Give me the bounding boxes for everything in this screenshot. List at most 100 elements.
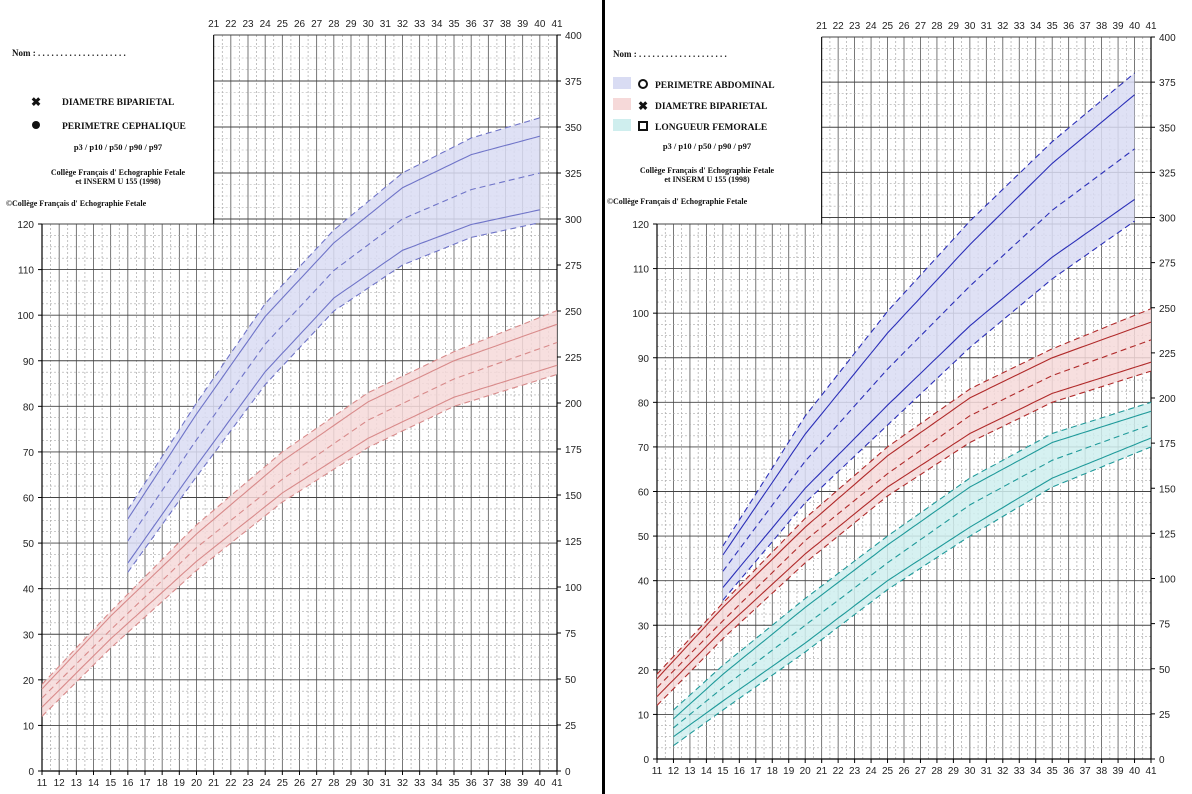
y-left-tick-label: 40 [638, 577, 650, 588]
x-top-tick-label: 32 [397, 19, 409, 30]
x-top-tick-label: 35 [1047, 21, 1059, 32]
legend-label: DIAMETRE BIPARIETAL [655, 102, 767, 112]
percentile-line-p50 [722, 148, 1135, 572]
x-tick-label: 27 [311, 778, 323, 789]
series-perimetre-cephalique [127, 117, 540, 573]
copyright-label: ©Collège Français d' Echographie Fetale [607, 197, 748, 206]
percentile-line-p50 [673, 424, 1152, 729]
source-line-1: Collège Français d' Echographie Fetale [640, 166, 775, 175]
x-tick-label: 13 [71, 778, 83, 789]
x-tick-label: 13 [684, 766, 696, 777]
y-left-tick-label: 10 [23, 721, 35, 732]
x-tick-label: 19 [174, 778, 186, 789]
x-tick-label: 15 [105, 778, 117, 789]
percentile-line-p50 [127, 172, 540, 542]
x-top-tick-label: 30 [964, 21, 976, 32]
x-tick-label: 25 [882, 766, 894, 777]
x-tick-label: 30 [964, 766, 976, 777]
x-tick-label: 38 [500, 778, 512, 789]
name-field-label: Nom : . . . . . . . . . . . . . . . . . … [613, 49, 727, 59]
legend-swatch [613, 77, 631, 89]
open-circle-marker-icon [638, 79, 648, 89]
x-tick-label: 29 [948, 766, 960, 777]
x-tick-label: 39 [517, 778, 529, 789]
x-tick-label: 14 [701, 766, 713, 777]
x-top-tick-label: 26 [898, 21, 910, 32]
x-tick-label: 40 [534, 778, 546, 789]
x-top-tick-label: 25 [882, 21, 894, 32]
percentile-band [657, 308, 1151, 706]
x-top-tick-label: 23 [849, 21, 861, 32]
y-right-tick-label: 50 [565, 675, 577, 686]
x-tick-label: 31 [380, 778, 392, 789]
x-tick-label: 18 [157, 778, 169, 789]
x-top-tick-label: 33 [414, 19, 426, 30]
percentile-note: p3 / p10 / p50 / p90 / p97 [74, 142, 163, 152]
percentile-band [42, 310, 557, 717]
x-tick-label: 17 [750, 766, 762, 777]
legend-label: DIAMETRE BIPARIETAL [62, 98, 174, 108]
y-right-tick-label: 100 [1159, 575, 1176, 586]
y-left-tick-label: 30 [23, 630, 35, 641]
y-right-tick-label: 150 [1159, 484, 1176, 495]
y-right-tick-label: 250 [1159, 304, 1176, 315]
percentile-band [127, 117, 540, 573]
legend-swatch [613, 98, 631, 110]
percentile-line-p10 [656, 361, 1152, 697]
y-left-tick-label: 50 [23, 539, 35, 550]
percentile-line-p90 [656, 321, 1152, 680]
x-top-tick-label: 36 [1063, 21, 1075, 32]
x-top-tick-label: 34 [431, 19, 443, 30]
x-top-tick-label: 27 [311, 19, 323, 30]
x-top-tick-label: 27 [915, 21, 927, 32]
y-left-tick-label: 40 [23, 585, 35, 596]
y-right-tick-label: 225 [1159, 349, 1176, 360]
x-tick-label: 28 [328, 778, 340, 789]
x-top-tick-label: 41 [551, 19, 563, 30]
x-tick-label: 37 [483, 778, 495, 789]
x-top-tick-label: 30 [363, 19, 375, 30]
legend-background [617, 17, 821, 222]
panel-divider [602, 0, 605, 794]
x-tick-label: 11 [37, 778, 48, 789]
y-left-tick-label: 60 [638, 488, 650, 499]
percentile-line-p3 [673, 446, 1152, 747]
y-left-tick-label: 10 [638, 710, 650, 721]
x-tick-label: 21 [208, 778, 220, 789]
y-left-tick-label: 60 [23, 494, 35, 505]
x-tick-label: 18 [767, 766, 779, 777]
x-tick-label: 23 [849, 766, 861, 777]
x-top-tick-label: 28 [931, 21, 943, 32]
chart-right: 11 12 13 14 15 16 17 18 19 20 21 22 23 24 25 26 27 28 29 30… [607, 17, 1176, 777]
x-tick-label: 16 [734, 766, 746, 777]
open-square-marker-icon [638, 121, 648, 131]
y-right-tick-label: 375 [565, 77, 582, 88]
asterisk-marker-icon: ✖ [31, 95, 41, 109]
x-top-tick-label: 29 [345, 19, 357, 30]
x-tick-label: 17 [139, 778, 151, 789]
source-line-1: Collège Français d' Echographie Fetale [51, 168, 186, 177]
percentile-line-p97 [722, 72, 1135, 547]
percentile-line-p3 [127, 222, 540, 573]
y-left-tick-label: 30 [638, 621, 650, 632]
copyright-label: ©Collège Français d' Echographie Fetale [6, 199, 147, 208]
x-tick-label: 34 [1030, 766, 1042, 777]
x-tick-label: 20 [800, 766, 812, 777]
series-perimetre-abdominal [722, 72, 1135, 601]
x-tick-label: 33 [414, 778, 426, 789]
source-line-2: et INSERM U 155 (1998) [664, 175, 750, 184]
percentile-line-p10 [41, 364, 558, 708]
percentile-line-p3 [41, 373, 558, 717]
y-left-tick-label: 70 [638, 443, 650, 454]
x-top-tick-label: 38 [1096, 21, 1108, 32]
y-right-tick-label: 175 [1159, 439, 1176, 450]
y-left-tick-label: 20 [23, 676, 35, 687]
legend-label: PERIMETRE ABDOMINAL [655, 81, 775, 91]
x-top-tick-label: 29 [948, 21, 960, 32]
y-right-tick-label: 375 [1159, 78, 1176, 89]
x-tick-label: 39 [1113, 766, 1125, 777]
x-tick-label: 24 [866, 766, 878, 777]
percentile-line-p97 [41, 310, 558, 685]
chart-right-panel: 11 12 13 14 15 16 17 18 19 20 21 22 23 24 25 26 27 28 29 30… [605, 0, 1192, 794]
y-right-tick-label: 75 [565, 629, 577, 640]
